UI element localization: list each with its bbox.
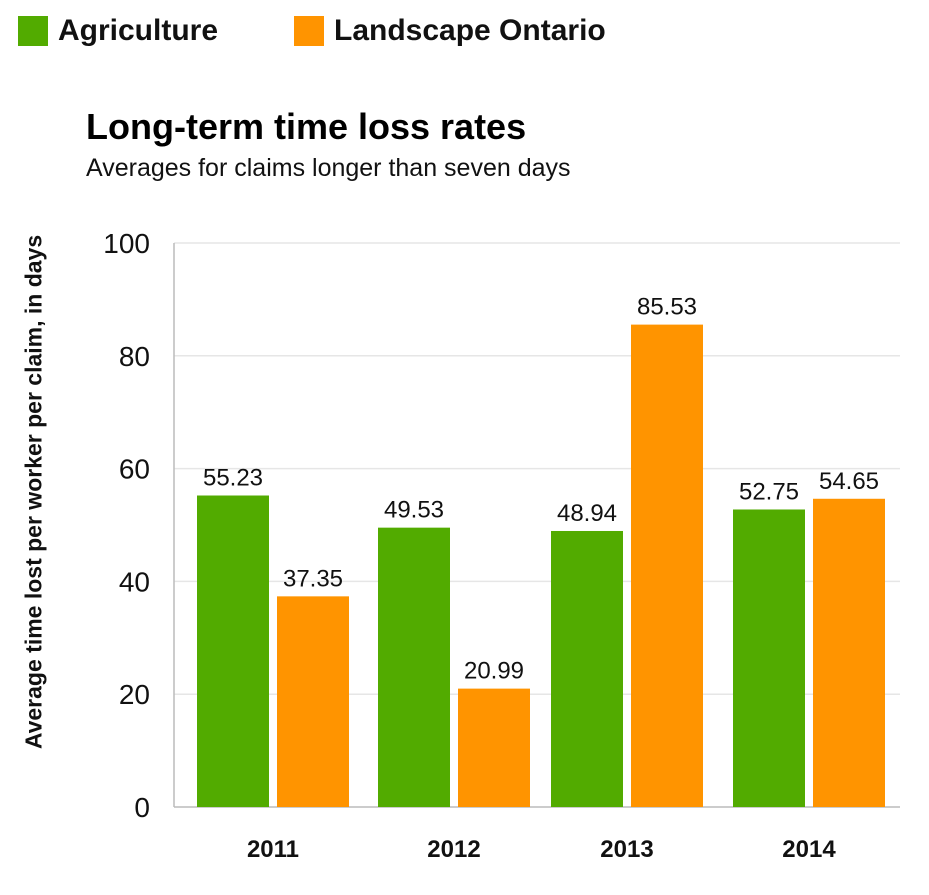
legend-label: Agriculture [58,14,219,47]
legend-swatch-agriculture [18,16,48,46]
data-label: 54.65 [819,468,879,495]
chart-subtitle: Averages for claims longer than seven da… [86,154,571,182]
y-tick-label: 100 [103,228,150,259]
chart-title: Long-term time loss rates [86,106,527,147]
x-tick-label: 2014 [782,836,836,863]
data-label: 48.94 [557,500,617,527]
y-tick-label: 80 [119,341,150,372]
bar-2012-agriculture [378,527,450,807]
bar-2011-agriculture [197,495,269,807]
legend-swatch-landscape-ontario [294,16,324,46]
data-label: 20.99 [464,658,524,685]
bar-2014-agriculture [733,509,805,807]
data-label: 85.53 [637,294,697,321]
data-label: 49.53 [384,497,444,524]
bar-2011-landscape-ontario [277,596,349,807]
x-tick-label: 2013 [600,836,653,863]
y-tick-label: 0 [134,792,150,823]
bar-2013-landscape-ontario [631,324,703,807]
data-label: 52.75 [739,478,799,505]
bar-2013-agriculture [551,530,623,807]
data-label: 37.35 [283,565,343,592]
y-tick-label: 40 [119,566,150,597]
y-tick-label: 20 [119,679,150,710]
legend-item-agriculture: Agriculture [18,14,218,48]
x-tick-label: 2011 [247,836,299,863]
x-tick-label: 2012 [427,836,480,863]
bar-2014-landscape-ontario [813,498,885,807]
y-tick-label: 60 [119,454,150,485]
legend-item-landscape-ontario: Landscape Ontario [294,14,606,48]
legend-label: Landscape Ontario [334,14,606,47]
bar-2012-landscape-ontario [458,688,530,807]
data-label: 55.23 [203,465,263,492]
